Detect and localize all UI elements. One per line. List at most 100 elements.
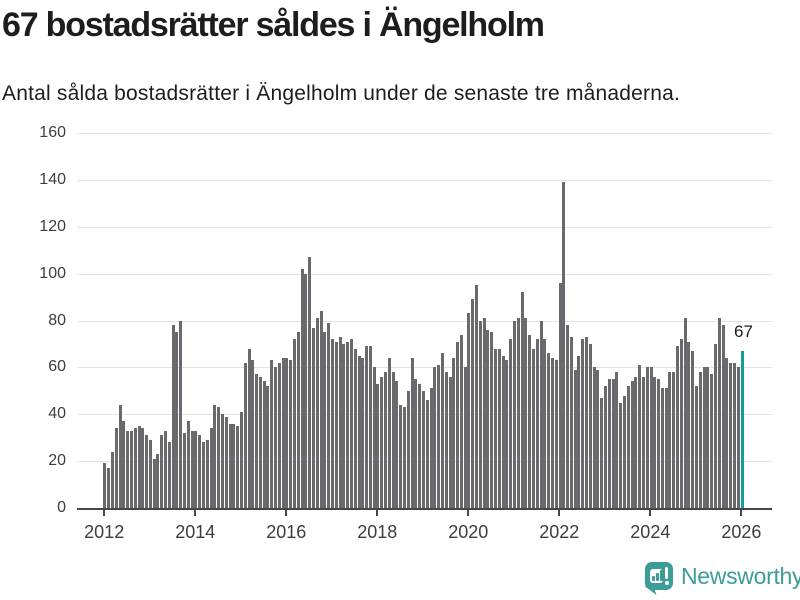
bar xyxy=(368,346,372,508)
bar xyxy=(262,381,266,508)
x-axis-tick xyxy=(467,510,470,516)
bar xyxy=(380,376,384,508)
bar xyxy=(463,367,467,508)
bar xyxy=(440,353,444,508)
bar xyxy=(657,379,661,508)
bar xyxy=(103,463,107,508)
bar xyxy=(110,451,114,508)
bar xyxy=(145,435,149,508)
bar xyxy=(569,336,573,508)
bar xyxy=(698,372,702,508)
bar xyxy=(224,416,228,508)
bar xyxy=(535,339,539,508)
bar xyxy=(641,376,645,508)
bar xyxy=(289,360,293,508)
bar xyxy=(543,339,547,508)
bar xyxy=(152,458,156,508)
bar xyxy=(300,268,304,508)
bar xyxy=(107,468,111,508)
bar xyxy=(695,386,699,508)
bar xyxy=(414,379,418,508)
bar xyxy=(353,348,357,508)
bar xyxy=(304,273,308,508)
x-axis-label: 2026 xyxy=(721,522,762,542)
bar xyxy=(387,358,391,508)
bar xyxy=(676,346,680,508)
y-axis-label: 120 xyxy=(39,217,66,235)
bar xyxy=(437,365,441,508)
bar xyxy=(604,386,608,508)
bar xyxy=(232,423,236,508)
bar xyxy=(315,318,319,508)
bar xyxy=(296,332,300,508)
bar xyxy=(467,313,471,508)
bar xyxy=(562,182,566,508)
x-axis-tick xyxy=(649,510,652,516)
x-axis-label: 2018 xyxy=(357,522,398,542)
bar xyxy=(717,318,721,508)
bar xyxy=(266,386,270,508)
x-axis-label: 2014 xyxy=(175,522,216,542)
brand-name: Newsworthy xyxy=(681,562,800,589)
gridline xyxy=(77,367,772,369)
bar xyxy=(558,283,562,508)
bar xyxy=(513,320,516,508)
mini-bar-icon xyxy=(656,573,659,581)
bar xyxy=(516,318,520,508)
bar xyxy=(255,374,259,508)
bar xyxy=(285,358,289,508)
bar xyxy=(251,360,255,508)
bar xyxy=(702,367,706,508)
bar xyxy=(319,311,323,508)
bar xyxy=(611,379,615,508)
bar xyxy=(167,442,171,508)
bar xyxy=(403,407,406,508)
bar xyxy=(277,362,281,508)
bar xyxy=(122,421,126,508)
bar xyxy=(433,367,437,508)
bar xyxy=(205,440,209,508)
bar xyxy=(672,372,676,508)
x-axis-label: 2012 xyxy=(84,522,125,542)
bar xyxy=(391,372,395,508)
bar xyxy=(531,348,535,508)
bar xyxy=(494,348,498,508)
bar xyxy=(357,355,361,508)
bar xyxy=(194,430,198,508)
bar xyxy=(274,367,278,508)
bar xyxy=(118,404,122,508)
bar xyxy=(679,339,683,508)
bar xyxy=(501,355,505,508)
y-axis-label: 20 xyxy=(48,452,66,470)
bar xyxy=(729,362,733,508)
bar xyxy=(346,341,350,508)
bar xyxy=(505,360,509,508)
bar xyxy=(486,329,490,508)
x-axis-label: 2016 xyxy=(266,522,307,542)
bar xyxy=(258,376,262,508)
bar xyxy=(452,358,456,508)
mini-bar-icon xyxy=(660,570,663,581)
bar xyxy=(706,367,710,508)
bar xyxy=(338,336,342,508)
bar xyxy=(581,339,585,508)
bar xyxy=(376,383,380,508)
bar xyxy=(607,379,611,508)
bar xyxy=(660,388,664,508)
newsworthy-bubble-icon xyxy=(644,562,673,595)
bar xyxy=(349,339,353,508)
bar xyxy=(710,374,714,508)
bar xyxy=(293,339,297,508)
bar xyxy=(732,362,736,508)
bar xyxy=(209,428,213,508)
x-axis-label: 2020 xyxy=(448,522,489,542)
gridline xyxy=(77,179,772,181)
bar xyxy=(634,376,638,508)
bar xyxy=(160,435,164,508)
y-axis-label: 80 xyxy=(48,311,66,329)
bar xyxy=(577,355,581,508)
bar xyxy=(482,318,486,508)
bar xyxy=(691,350,695,508)
y-axis-label: 160 xyxy=(39,124,66,141)
